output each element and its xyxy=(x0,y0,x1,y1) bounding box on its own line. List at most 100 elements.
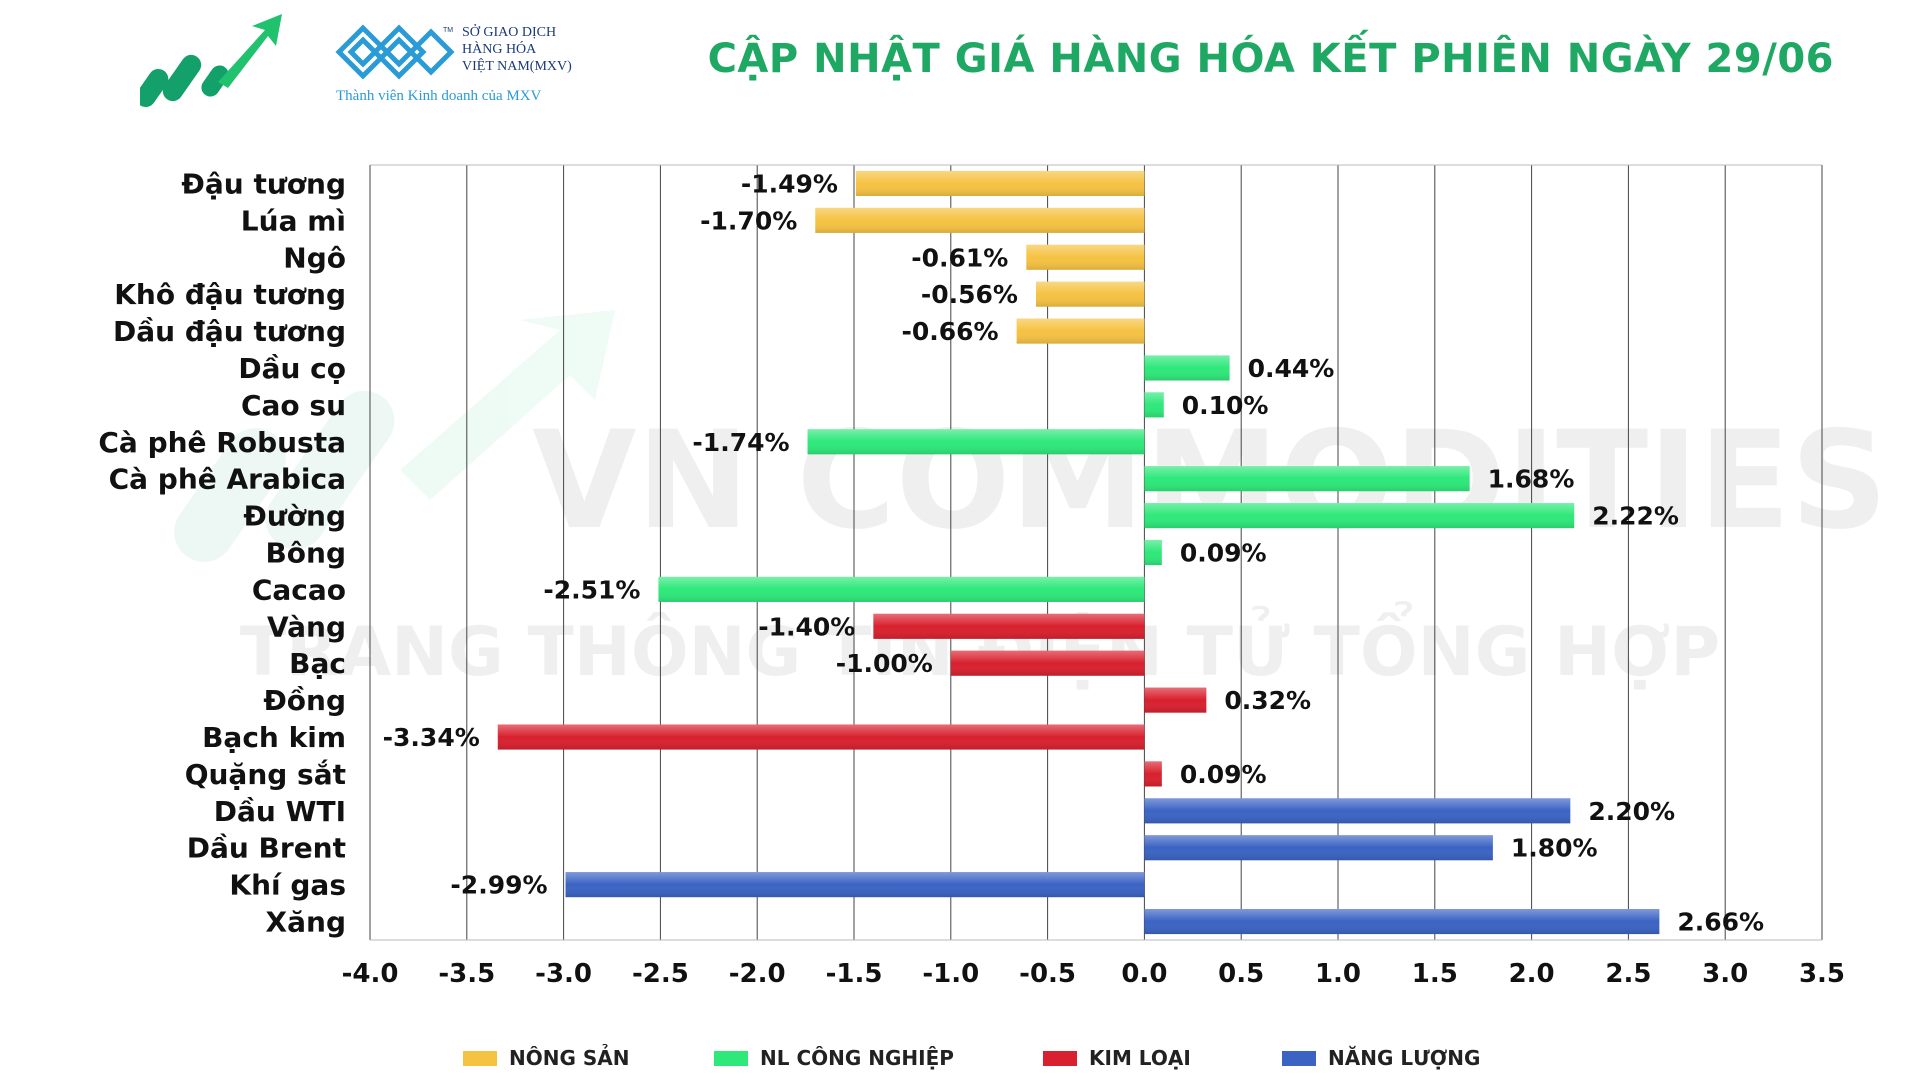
bar-shading xyxy=(1144,909,1660,935)
bar-shading xyxy=(815,207,1145,233)
bar-shading xyxy=(497,724,1145,750)
bars xyxy=(497,170,1660,935)
category-label: Cacao xyxy=(252,573,346,606)
x-tick-label: 1.0 xyxy=(1315,959,1361,989)
x-tick-label: -2.0 xyxy=(729,959,786,989)
category-label: Khí gas xyxy=(229,869,346,902)
category-label: Dầu đậu tương xyxy=(113,315,346,348)
legend-label: KIM LOẠI xyxy=(1089,1046,1191,1070)
mxv-name: SỞ GIAO DỊCH HÀNG HÓA VIỆT NAM(MXV) xyxy=(462,24,572,75)
bar-shading xyxy=(1144,466,1470,492)
legend-item-nang-luong: NĂNG LƯỢNG xyxy=(1282,1046,1480,1070)
data-label: -1.49% xyxy=(741,169,838,198)
legend-item-kim-loai: KIM LOẠI xyxy=(1043,1046,1191,1070)
bar-shading xyxy=(1016,318,1145,344)
legend-label: NÔNG SẢN xyxy=(509,1046,630,1070)
data-label: -1.00% xyxy=(836,649,933,678)
mxv-name-line: VIỆT NAM(MXV) xyxy=(462,59,572,74)
data-label: 0.09% xyxy=(1180,760,1267,789)
bar-shading xyxy=(807,429,1145,455)
bar-shading xyxy=(1144,835,1493,861)
bar-shading xyxy=(1035,281,1145,307)
data-label: 2.22% xyxy=(1592,502,1679,531)
data-label: -0.66% xyxy=(902,317,999,346)
data-label: 0.32% xyxy=(1224,686,1311,715)
category-label: Quặng sắt xyxy=(185,758,346,791)
category-label: Bông xyxy=(265,537,346,570)
data-label: 1.68% xyxy=(1488,465,1575,494)
data-label: -2.51% xyxy=(543,575,640,604)
data-label: -0.56% xyxy=(921,280,1018,309)
mxv-name-line: SỞ GIAO DỊCH xyxy=(462,25,557,40)
data-label: 0.44% xyxy=(1248,354,1335,383)
bar-shading xyxy=(1144,392,1164,418)
x-tick-label: -0.5 xyxy=(1019,959,1076,989)
bar-shading xyxy=(1144,798,1571,824)
data-labels: -1.49% -1.70% -0.61% -0.56% -0.66% 0.44% 0.10%… xyxy=(383,169,1764,936)
watermark-logo-icon xyxy=(174,310,615,562)
legend-item-nl-cong-nghiep: NL CÔNG NGHIỆP xyxy=(714,1046,954,1070)
bar-shading xyxy=(1144,687,1207,713)
category-label: Bạch kim xyxy=(202,721,346,754)
legend-label: NL CÔNG NGHIỆP xyxy=(760,1046,954,1070)
category-label: Bạc xyxy=(289,647,346,680)
legend-swatch xyxy=(714,1050,748,1066)
category-labels: Đậu tương Lúa mì Ngô Khô đậu tương Dầu đậu t… xyxy=(98,167,346,938)
x-tick-label: -3.0 xyxy=(535,959,592,989)
data-label: -0.61% xyxy=(911,243,1008,272)
x-tick-label: -3.5 xyxy=(438,959,495,989)
category-label: Đồng xyxy=(263,684,346,717)
mxv-logo: TM xyxy=(335,24,455,80)
mxv-trademark: TM xyxy=(443,27,453,34)
category-label: Khô đậu tương xyxy=(114,278,346,311)
x-tick-label: -1.0 xyxy=(922,959,979,989)
legend-item-nong-san: NÔNG SẢN xyxy=(463,1046,629,1070)
legend-label: NĂNG LƯỢNG xyxy=(1328,1046,1481,1070)
bar-shading xyxy=(855,170,1145,196)
bar-shading xyxy=(1026,244,1145,270)
category-label: Dầu WTI xyxy=(214,795,346,828)
x-tick-label: 2.5 xyxy=(1605,959,1651,989)
data-label: 2.66% xyxy=(1677,908,1764,937)
mxv-member-text: Thành viên Kinh doanh của MXV xyxy=(336,88,542,104)
data-label: 2.20% xyxy=(1588,797,1675,826)
bar-shading xyxy=(1144,503,1575,529)
bar-shading xyxy=(1144,761,1162,787)
legend-swatch xyxy=(463,1050,497,1066)
data-label: -1.74% xyxy=(692,428,789,457)
data-label: 1.80% xyxy=(1511,834,1598,863)
bar-shading xyxy=(565,872,1145,898)
bar-shading xyxy=(1144,539,1162,566)
x-tick-label: 1.5 xyxy=(1412,959,1458,989)
x-tick-label: -4.0 xyxy=(342,959,399,989)
data-label: -1.70% xyxy=(700,206,797,235)
data-label: 0.09% xyxy=(1180,539,1267,568)
category-label: Cao su xyxy=(241,389,346,422)
category-label: Xăng xyxy=(266,906,346,939)
bar-shading xyxy=(1144,355,1230,381)
x-axis-ticks: -4.0 -3.5 -3.0 -2.5 -2.0 -1.5 -1.0 -0.5 0.0 0.5 1.… xyxy=(342,959,1845,989)
category-label: Đậu tương xyxy=(181,167,346,200)
data-label: -2.99% xyxy=(450,871,547,900)
category-label: Lúa mì xyxy=(241,204,346,237)
x-tick-label: 3.5 xyxy=(1799,959,1845,989)
category-label: Dầu cọ xyxy=(238,352,346,385)
brand-logo-icon xyxy=(140,14,282,107)
x-tick-label: -1.5 xyxy=(826,959,883,989)
bar-shading xyxy=(873,613,1145,639)
data-label: -1.40% xyxy=(758,612,855,641)
x-tick-label: -2.5 xyxy=(632,959,689,989)
x-tick-label: 0.0 xyxy=(1121,959,1167,989)
page-title: CẬP NHẬT GIÁ HÀNG HÓA KẾT PHIÊN NGÀY 29/… xyxy=(707,36,1834,82)
data-label: 0.10% xyxy=(1182,391,1269,420)
x-tick-label: 2.0 xyxy=(1509,959,1555,989)
brand-logo xyxy=(140,14,282,107)
mxv-name-line: HÀNG HÓA xyxy=(462,42,537,57)
legend-swatch xyxy=(1282,1050,1316,1066)
category-label: Cà phê Robusta xyxy=(98,426,346,459)
x-tick-label: 3.0 xyxy=(1702,959,1748,989)
bar-shading xyxy=(658,576,1145,602)
mxv-logo-icon xyxy=(335,24,455,80)
data-label: -3.34% xyxy=(383,723,480,752)
